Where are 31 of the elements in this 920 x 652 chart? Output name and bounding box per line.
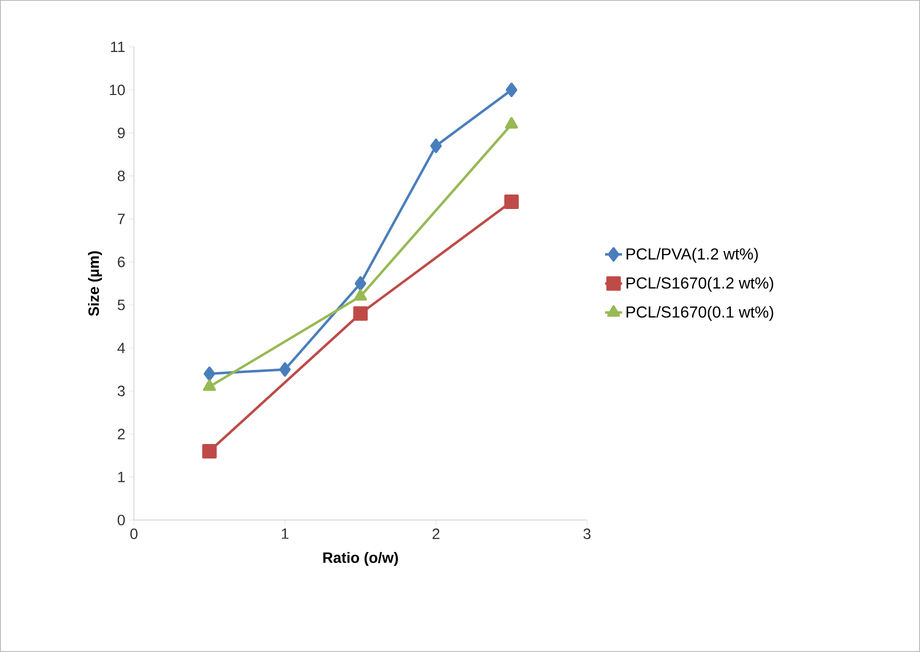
y-tick-label: 7 — [118, 214, 125, 224]
y-tick-label: 11 — [111, 42, 125, 52]
y-tick-label: 0 — [118, 514, 125, 526]
x-axis-title: Ratio (o/w) — [323, 552, 398, 566]
point — [430, 138, 442, 154]
y-tick-label: 6 — [118, 256, 125, 268]
y-tick-label: 10 — [110, 84, 125, 96]
y-tick-label: 2 — [118, 428, 125, 440]
legend-label: PCL/PVA(1.2 wt%) — [626, 248, 758, 263]
point — [506, 82, 518, 98]
point — [353, 306, 368, 321]
legend-label: PCL/S1670(0.1 wt%) — [626, 306, 774, 321]
y-tick-label: 3 — [118, 386, 125, 396]
y-tick-label: 9 — [118, 128, 125, 138]
y-tick-label: 8 — [118, 170, 125, 182]
point — [505, 117, 518, 129]
y-tick-label: 1 — [118, 472, 125, 482]
x-tick-label: 0 — [130, 528, 138, 540]
x-tick-label: 3 — [583, 528, 591, 540]
point — [202, 444, 217, 458]
x-tick-label: 2 — [432, 528, 440, 539]
point — [504, 194, 519, 210]
point — [354, 276, 366, 291]
y-axis-title: Size (µm) — [88, 251, 102, 316]
point — [279, 362, 291, 377]
y-tick-label: 4 — [117, 342, 125, 354]
legend-label: PCL/S1670(1.2 wt%) — [626, 276, 774, 292]
y-tick-label: 5 — [118, 300, 125, 310]
point — [354, 289, 367, 301]
x-tick-label: 1 — [282, 528, 288, 539]
point — [204, 366, 216, 382]
